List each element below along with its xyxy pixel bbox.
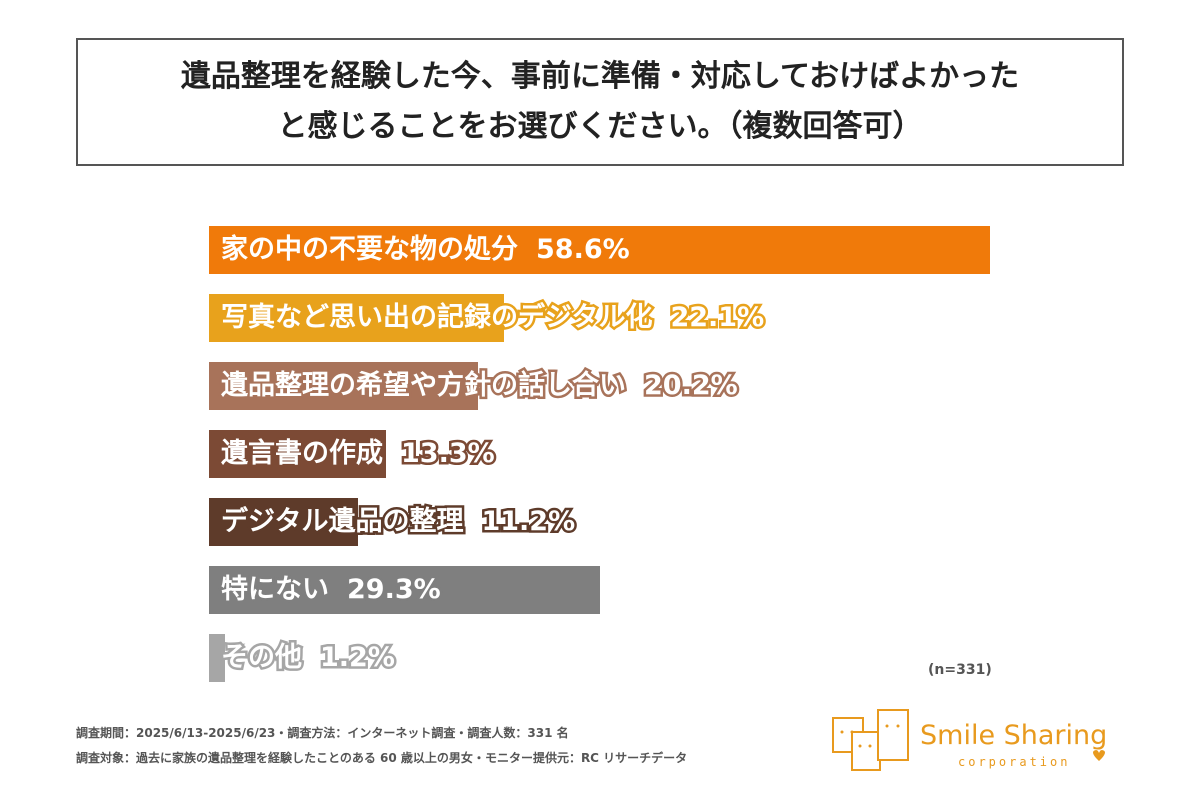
bar-label: 特にない 29.3% (219, 566, 444, 614)
category-label: 遺品整理の希望や方針の話し合い (219, 368, 629, 404)
value-label: 13.3% (399, 436, 498, 472)
svg-text:corporation: corporation (958, 755, 1070, 769)
title-line: 遺品整理を経験した今、事前に準備・対応しておけばよかった (180, 59, 1020, 94)
category-label: 写真など思い出の記録のデジタル化 (218, 300, 654, 336)
survey-period: 調査期間：2025/6/13-2025/6/23・調査方法：インターネット調査・… (76, 726, 569, 740)
sample-size: (n=331) (928, 662, 992, 678)
value-label: 20.2% (642, 368, 741, 404)
value-label: 29.3% (345, 572, 444, 608)
value-label: 22.1% (668, 300, 767, 336)
category-label: 家の中の不要な物の処分 (219, 232, 521, 268)
bar (209, 430, 387, 478)
category-label: デジタル遺品の整理 (218, 504, 465, 540)
bar (209, 294, 504, 342)
survey-target: 調査対象：過去に家族の遺品整理を経験したことのある 60 歳以上の男女・モニター… (76, 751, 688, 765)
bar (209, 634, 225, 682)
bar (209, 226, 990, 274)
value-label: 11.2% (479, 504, 578, 540)
category-label: 遺言書の作成 (219, 436, 386, 472)
bar-label: その他 1.2% (219, 634, 398, 682)
logo-text: Smile Sharing (920, 720, 1107, 751)
bar-label: 遺言書の作成 13.3% (219, 430, 498, 478)
bar-label: 写真など思い出の記録のデジタル化 22.1% (218, 294, 767, 342)
value-label: 1.2% (318, 640, 398, 676)
bar (209, 362, 479, 410)
bar-label: 家の中の不要な物の処分 58.6% (219, 226, 633, 274)
bar (209, 498, 359, 546)
bar (209, 566, 600, 614)
category-label: 特にない (219, 572, 332, 608)
category-label: その他 (219, 640, 305, 676)
smile-sharing-logo: Smile Sharing corporation (832, 709, 1107, 771)
chart-title: 遺品整理を経験した今、事前に準備・対応しておけばよかった と感じることをお選びくだ… (76, 38, 1124, 166)
value-label: 58.6% (534, 232, 633, 268)
bar-label: デジタル遺品の整理 11.2% (218, 498, 578, 546)
bar-label: 遺品整理の希望や方針の話し合い 20.2% (219, 362, 741, 410)
title-line: と感じることをお選びください。（複数回答可） (277, 109, 923, 144)
